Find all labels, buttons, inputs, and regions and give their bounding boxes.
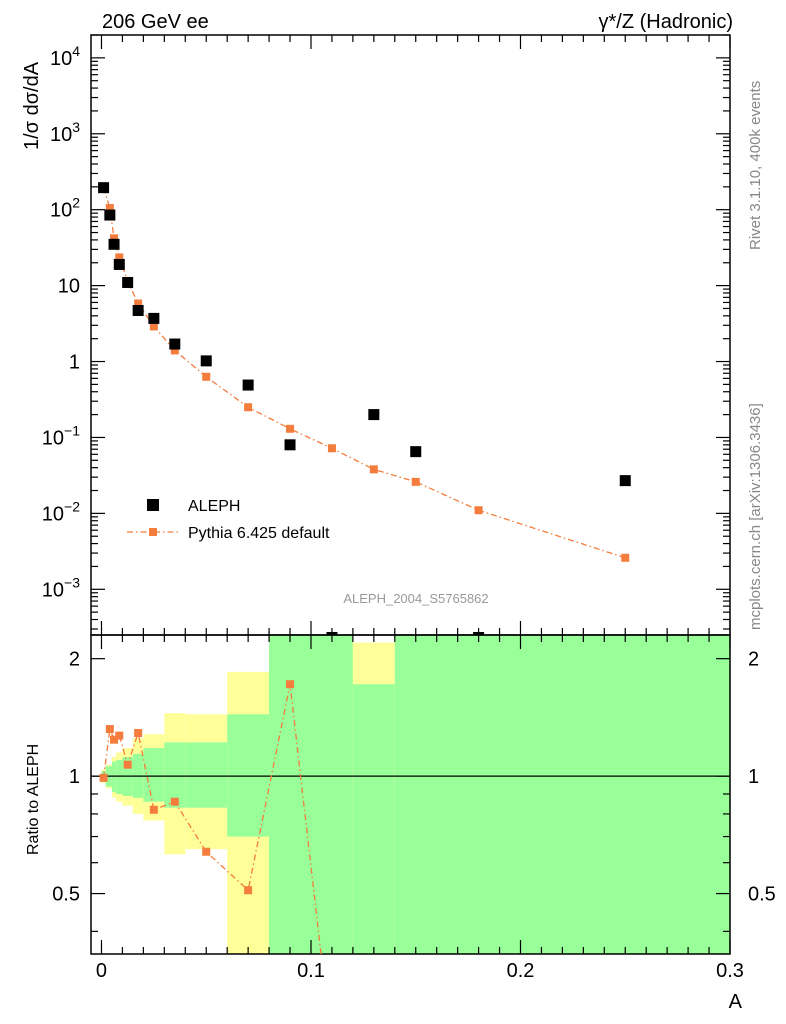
main-y-tick-label: 1 <box>69 352 80 374</box>
data-series-main <box>98 182 631 635</box>
mc-point-ratio <box>170 797 179 806</box>
data-point-main <box>122 276 134 288</box>
data-point-main <box>326 632 338 635</box>
data-point-main <box>169 338 181 350</box>
mc-series-ratio <box>99 680 322 954</box>
main-y-tick-label: 104 <box>50 43 80 70</box>
main-y-tick-label: 102 <box>50 195 80 222</box>
ratio-y-tick-label-left: 0.5 <box>52 884 80 906</box>
band-inner-3 <box>116 759 123 794</box>
ratio-uncertainty-bands <box>101 635 730 954</box>
x-axis-title: A <box>729 991 743 1013</box>
ratio-x-ticks: 0 0.1 0.2 0.3 <box>96 635 744 982</box>
mc-point-ratio <box>286 680 295 689</box>
band-inner-10 <box>269 635 353 954</box>
main-y-tick-label: 103 <box>50 119 80 146</box>
mc-point-main <box>474 506 483 515</box>
data-point-main <box>132 305 144 317</box>
mc-point-main <box>369 465 378 474</box>
mc-point-main <box>105 204 114 213</box>
band-inner-12 <box>394 635 730 954</box>
legend-data-marker <box>147 499 159 511</box>
legend-data-label: ALEPH <box>188 498 240 515</box>
data-point-main <box>284 439 296 451</box>
data-point-main <box>619 475 631 487</box>
header-left: 206 GeV ee <box>102 11 209 33</box>
data-point-main <box>148 312 160 324</box>
ratio-y-tick-label-right: 2 <box>748 649 759 671</box>
mc-point-ratio <box>244 886 253 895</box>
legend-mc-marker <box>149 528 157 536</box>
mc-point-main <box>110 234 119 243</box>
analysis-id-label: ALEPH_2004_S5765862 <box>343 591 488 606</box>
main-y-axis-title: 1/σ dσ/dA <box>21 61 43 150</box>
main-y-tick-label: 10−2 <box>42 498 80 525</box>
band-inner-9 <box>227 714 270 837</box>
band-inner-6 <box>143 748 165 802</box>
data-point-main <box>473 632 485 635</box>
data-point-main <box>200 355 212 367</box>
band-inner-7 <box>164 742 186 808</box>
mc-point-ratio <box>115 731 124 740</box>
mc-point-main <box>244 403 253 412</box>
ratio-x-tick-label: 0.3 <box>716 960 744 982</box>
mc-point-main <box>202 372 211 381</box>
rivet-version-label: Rivet 3.1.10, 400k events <box>747 81 764 250</box>
ratio-y-tick-label-right: 1 <box>748 766 759 788</box>
main-y-tick-label: 10 <box>58 276 80 298</box>
mc-point-main <box>170 346 179 355</box>
mc-point-ratio <box>105 725 114 734</box>
mc-point-ratio <box>149 805 158 814</box>
mc-point-main <box>411 477 420 486</box>
data-point-main <box>242 379 254 391</box>
mc-point-main <box>621 553 630 562</box>
main-y-tick-label: 10−3 <box>42 574 80 601</box>
data-point-main <box>410 446 422 458</box>
ratio-y-tick-label-left: 1 <box>69 766 80 788</box>
mc-point-ratio <box>110 735 119 744</box>
ratio-y-axis-title: Ratio to ALEPH <box>25 744 42 855</box>
ratio-x-tick-label: 0.1 <box>297 960 325 982</box>
mc-point-ratio <box>99 773 108 782</box>
mc-line-main <box>102 187 626 559</box>
main-y-tick-label: 10−1 <box>42 422 80 449</box>
ratio-x-tick-label: 0.2 <box>507 960 535 982</box>
mc-point-main <box>134 299 143 308</box>
header-right: γ*/Z (Hadronic) <box>599 11 733 33</box>
ratio-y-tick-label-right: 0.5 <box>748 884 776 906</box>
main-panel-frame <box>90 34 731 636</box>
data-point-main <box>104 209 116 221</box>
band-inner-2 <box>111 761 117 793</box>
main-x-ticks <box>100 35 731 635</box>
data-point-main <box>98 182 110 194</box>
mcplots-label: mcplots.cern.ch [arXiv:1306.3436] <box>747 403 764 630</box>
mc-point-main <box>115 253 124 262</box>
mc-point-main <box>327 444 336 453</box>
mc-point-ratio <box>202 847 211 856</box>
mc-point-ratio <box>123 760 132 769</box>
ratio-x-tick-label: 0 <box>96 960 107 982</box>
mc-series-main <box>99 183 630 562</box>
mc-point-main <box>149 322 158 331</box>
legend-mc-label: Pythia 6.425 default <box>188 525 330 542</box>
mc-point-main <box>286 424 295 433</box>
band-inner-11 <box>352 684 395 954</box>
ratio-y-tick-label-left: 2 <box>69 649 80 671</box>
band-inner-8 <box>185 742 228 808</box>
mc-point-ratio <box>134 728 143 737</box>
data-point-main <box>113 258 125 270</box>
data-point-main <box>368 409 380 421</box>
data-point-main <box>108 238 120 250</box>
